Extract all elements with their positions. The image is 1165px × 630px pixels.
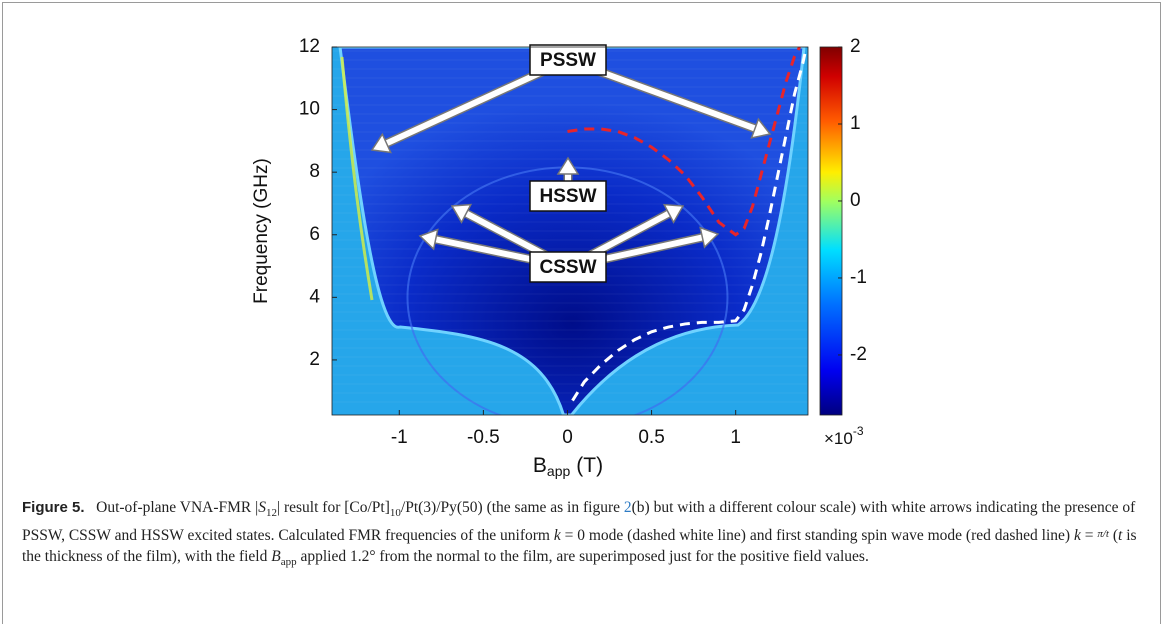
caption-run[interactable]: 2 (623, 499, 632, 516)
y-tick-label: 12 (299, 36, 320, 57)
arrow-head (750, 117, 772, 139)
colorbar-tick-label: -1 (850, 267, 867, 288)
y-tick-label: 6 (309, 224, 320, 245)
heatmap (332, 47, 808, 415)
x-tick-label: 1 (730, 427, 741, 448)
caption-run: /Pt(3)/Py(50) (the same as in figure (400, 499, 624, 516)
caption-text: Out-of-plane VNA-FMR |S12| result for [C… (22, 499, 1137, 569)
arrow-head (556, 156, 580, 175)
caption-run: | result for [Co/Pt] (277, 499, 390, 516)
caption-run: k (1073, 527, 1081, 545)
annotation-box (529, 180, 607, 212)
x-label-sub: app (547, 463, 571, 479)
colorbar-tick-label: -2 (850, 344, 867, 365)
plot-border (331, 46, 809, 416)
overlay: PSSW HSSW CSSW (370, 44, 772, 283)
caption-run: 12 (266, 507, 277, 520)
x-tick-label: -1 (391, 427, 408, 448)
colorbar-multiplier: ×10-3 (824, 424, 864, 448)
caption-run: π/t (1097, 528, 1109, 541)
chart: PSSW HSSW CSSW Frequency (GHz) Bapp (T) ×10… (251, 36, 867, 479)
caption-run: is the thickness of the film), with the … (22, 527, 1137, 566)
y-tick-label: 4 (309, 286, 320, 307)
annotation-label: PSSW (540, 50, 596, 71)
figure-caption: Figure 5. Out-of-plane VNA-FMR |S12| res… (22, 497, 1147, 573)
caption-run: 10 (389, 507, 401, 520)
multiplier-base: ×10 (824, 429, 853, 448)
colorbar-tick-label: 0 (850, 190, 861, 211)
x-label-base: B (533, 454, 547, 477)
caption-run: B (271, 548, 281, 566)
colorbar (819, 46, 843, 416)
y-axis-label: Frequency (GHz) (251, 158, 272, 304)
x-tick-label: -0.5 (467, 427, 500, 448)
annotation-label: CSSW (540, 257, 597, 278)
annotation-box (529, 251, 607, 283)
y-tick-label: 2 (309, 349, 320, 370)
x-tick-label: 0 (562, 427, 573, 448)
colorbar-tick-label: 2 (850, 36, 861, 57)
caption-run: (b) but with a different colour scale) w… (22, 499, 1136, 545)
y-tick-label: 8 (309, 161, 320, 182)
arrow-head (370, 132, 392, 154)
arrow-head (699, 226, 720, 249)
dashed-curve (571, 47, 808, 402)
caption-run: applied 1.2° from the normal to the film… (296, 548, 869, 566)
arrow-head (662, 203, 685, 224)
caption-run: app (280, 556, 297, 569)
dashed-curve (567, 47, 801, 237)
caption-run: S (258, 499, 266, 516)
caption-run: = 0 mode (dashed white line) and first s… (560, 527, 1074, 545)
x-label-unit: (T) (576, 454, 603, 477)
caption-label: Figure 5. (22, 499, 85, 516)
caption-run: Out-of-plane VNA-FMR | (96, 499, 259, 516)
caption-run: t (1118, 527, 1123, 545)
caption-run: = (1080, 527, 1098, 545)
heat-left-edge (340, 56, 374, 301)
arrow-head (450, 203, 473, 224)
arrow-head (418, 228, 439, 251)
colorbar-tick-label: 1 (850, 113, 861, 134)
annotation-box (529, 44, 607, 76)
x-tick-label: 0.5 (638, 427, 664, 448)
y-tick-label: 10 (299, 99, 320, 120)
caption-run: ( (1108, 527, 1119, 545)
annotation-label: HSSW (540, 186, 597, 207)
x-axis-label: Bapp (T) (533, 454, 603, 479)
caption-run: k (553, 527, 561, 545)
multiplier-exponent: -3 (853, 424, 864, 438)
